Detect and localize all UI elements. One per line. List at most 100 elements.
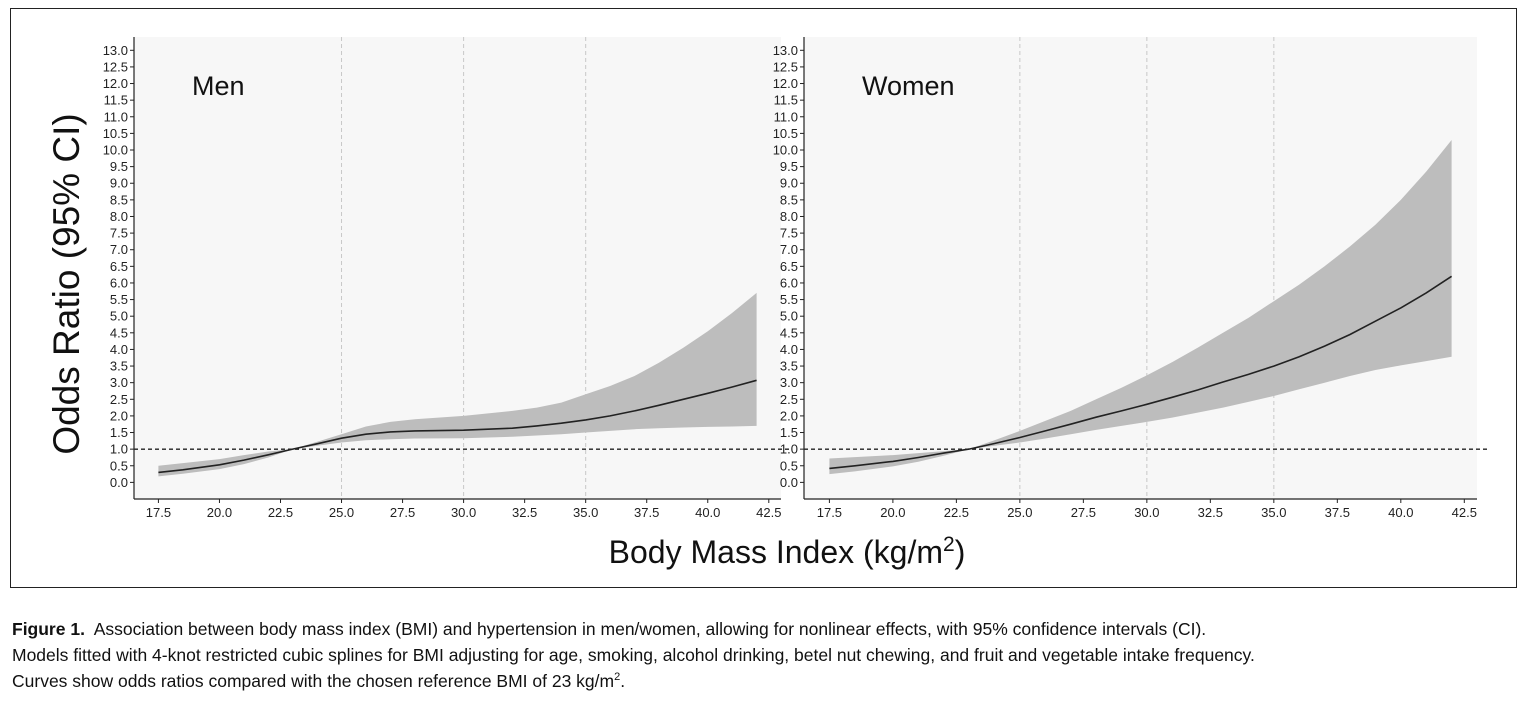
- y-tick-label: 11.0: [774, 109, 798, 124]
- x-tick-label: 35.0: [1261, 505, 1286, 520]
- caption-line-3: Curves show odds ratios compared with th…: [12, 668, 1527, 694]
- caption-line-3-end: .: [620, 671, 626, 691]
- panel-title: Women: [862, 71, 955, 101]
- x-tick-label: 30.0: [1134, 505, 1159, 520]
- x-tick-label: 40.0: [1388, 505, 1413, 520]
- y-tick-label: 1.0: [780, 442, 798, 457]
- x-tick-label: 25.0: [329, 505, 354, 520]
- x-tick-label: 20.0: [880, 505, 905, 520]
- y-tick-label: 10.5: [103, 126, 128, 141]
- y-tick-label: 4.5: [110, 325, 128, 340]
- x-tick-label: 27.5: [390, 505, 415, 520]
- y-tick-label: 10.0: [773, 143, 798, 158]
- x-axis-label: Body Mass Index (kg/m2): [609, 533, 966, 570]
- odds-ratio-curve-1: [158, 379, 757, 474]
- y-tick-label: 0.5: [110, 458, 128, 473]
- y-tick-label: 13.0: [103, 43, 128, 58]
- chart-panel-2: 0.0 0.51.0 1.5 2.02.5 3.03.5 4.0 4.55.0 5.5 6.06…: [773, 37, 1487, 520]
- y-tick-label: 7.5: [110, 226, 128, 241]
- y-tick-label: 8.0: [110, 209, 128, 224]
- y-tick-label: 9.0: [780, 176, 798, 191]
- x-tick-label: 37.5: [1325, 505, 1350, 520]
- confidence-band-1: [158, 292, 757, 477]
- y-tick-label: 1.5: [110, 425, 128, 440]
- confidence-band-1: [829, 140, 1452, 475]
- y-tick-label: 6.0: [110, 275, 128, 290]
- y-tick-label: 4.5: [780, 325, 798, 340]
- y-tick-label: 13.0: [773, 43, 798, 58]
- x-tick-label: 17.5: [817, 505, 842, 520]
- y-tick-label: 0.0: [110, 475, 128, 490]
- y-tick-label: 2.0: [110, 408, 128, 423]
- y-tick-label: 3.5: [780, 359, 798, 374]
- caption-line-1-text: Association between body mass index (BMI…: [93, 619, 1207, 639]
- x-tick-label: 40.0: [695, 505, 720, 520]
- x-tick-label: 22.5: [944, 505, 969, 520]
- x-tick-label: 37.5: [634, 505, 659, 520]
- x-axis-label-main: Body Mass Index (kg/m: [609, 534, 943, 570]
- y-tick-label: 4.0: [110, 342, 128, 357]
- x-tick-label: 32.5: [1198, 505, 1223, 520]
- x-tick-label: 17.5: [146, 505, 171, 520]
- y-tick-label: 11.0: [104, 109, 128, 124]
- y-tick-label: 8.5: [110, 192, 128, 207]
- x-tick-label: 20.0: [207, 505, 232, 520]
- y-tick-label: 5.0: [110, 309, 128, 324]
- panel-title: Men: [192, 71, 245, 101]
- x-tick-label: 25.0: [1007, 505, 1032, 520]
- x-axis-label-end: ): [955, 534, 966, 570]
- y-tick-label: 6.5: [780, 259, 798, 274]
- y-tick-label: 2.5: [110, 392, 128, 407]
- y-tick-label: 6.5: [110, 259, 128, 274]
- y-tick-label: 7.0: [110, 242, 128, 257]
- y-tick-label: 11.5: [104, 93, 128, 108]
- y-tick-label: 9.0: [110, 176, 128, 191]
- y-tick-label: 12.0: [103, 76, 128, 91]
- y-tick-label: 1.5: [780, 425, 798, 440]
- y-tick-label: 5.0: [780, 309, 798, 324]
- y-tick-label: 6.0: [780, 275, 798, 290]
- y-tick-label: 11.5: [774, 93, 798, 108]
- y-tick-label: 2.0: [780, 408, 798, 423]
- y-tick-label: 12.0: [773, 76, 798, 91]
- y-tick-label: 7.0: [780, 242, 798, 257]
- y-tick-label: 3.0: [780, 375, 798, 390]
- figure-frame: Odds Ratio (95% CI) 0.0 0.5 1.0 1.5 2.0 2.5 3.…: [10, 8, 1517, 588]
- y-tick-label: 9.5: [110, 159, 128, 174]
- x-axis-label-superscript: 2: [943, 533, 955, 556]
- y-tick-label: 12.5: [773, 59, 798, 74]
- figure-chart-canvas: Odds Ratio (95% CI) 0.00.51.01.52.02.53.…: [46, 37, 1487, 570]
- y-tick-label: 5.5: [780, 292, 798, 307]
- odds-ratio-curve-1: [829, 275, 1453, 470]
- y-tick-label: 4.0: [780, 342, 798, 357]
- y-tick-label: 1.0: [110, 442, 128, 457]
- y-tick-label: 0.0: [780, 475, 798, 490]
- y-tick-label: 9.5: [780, 159, 798, 174]
- caption-figure-label: Figure 1.: [12, 619, 85, 639]
- y-tick-label: 7.5: [780, 226, 798, 241]
- y-axis-label: Odds Ratio (95% CI): [46, 113, 87, 454]
- y-tick-label: 2.5: [780, 392, 798, 407]
- caption-line-1: Figure 1. Association between body mass …: [12, 616, 1527, 642]
- x-tick-label: 32.5: [512, 505, 537, 520]
- y-tick-label: 8.5: [780, 192, 798, 207]
- y-tick-label: 8.0: [780, 209, 798, 224]
- y-tick-label: 10.5: [773, 126, 798, 141]
- figure-caption: Figure 1. Association between body mass …: [12, 616, 1527, 694]
- caption-line-2: Models fitted with 4-knot restricted cub…: [12, 645, 1255, 665]
- chart-panel-1: 0.0 0.51.0 1.5 2.02.5 3.03.5 4.0 4.55.0 5.5 6.06…: [103, 37, 791, 520]
- y-tick-label: 10.0: [103, 143, 128, 158]
- y-tick-label: 12.5: [103, 59, 128, 74]
- x-tick-label: 22.5: [268, 505, 293, 520]
- caption-line-3-text: Curves show odds ratios compared with th…: [12, 671, 615, 691]
- y-tick-label: 3.0: [110, 375, 128, 390]
- x-tick-label: 30.0: [451, 505, 476, 520]
- x-tick-label: 35.0: [573, 505, 598, 520]
- y-tick-label: 5.5: [110, 292, 128, 307]
- x-tick-label: 42.5: [756, 505, 781, 520]
- x-tick-label: 27.5: [1071, 505, 1096, 520]
- y-tick-label: 3.5: [110, 359, 128, 374]
- caption-line-3-superscript: 2: [614, 671, 621, 684]
- y-tick-label: 0.5: [780, 458, 798, 473]
- x-tick-label: 42.5: [1452, 505, 1477, 520]
